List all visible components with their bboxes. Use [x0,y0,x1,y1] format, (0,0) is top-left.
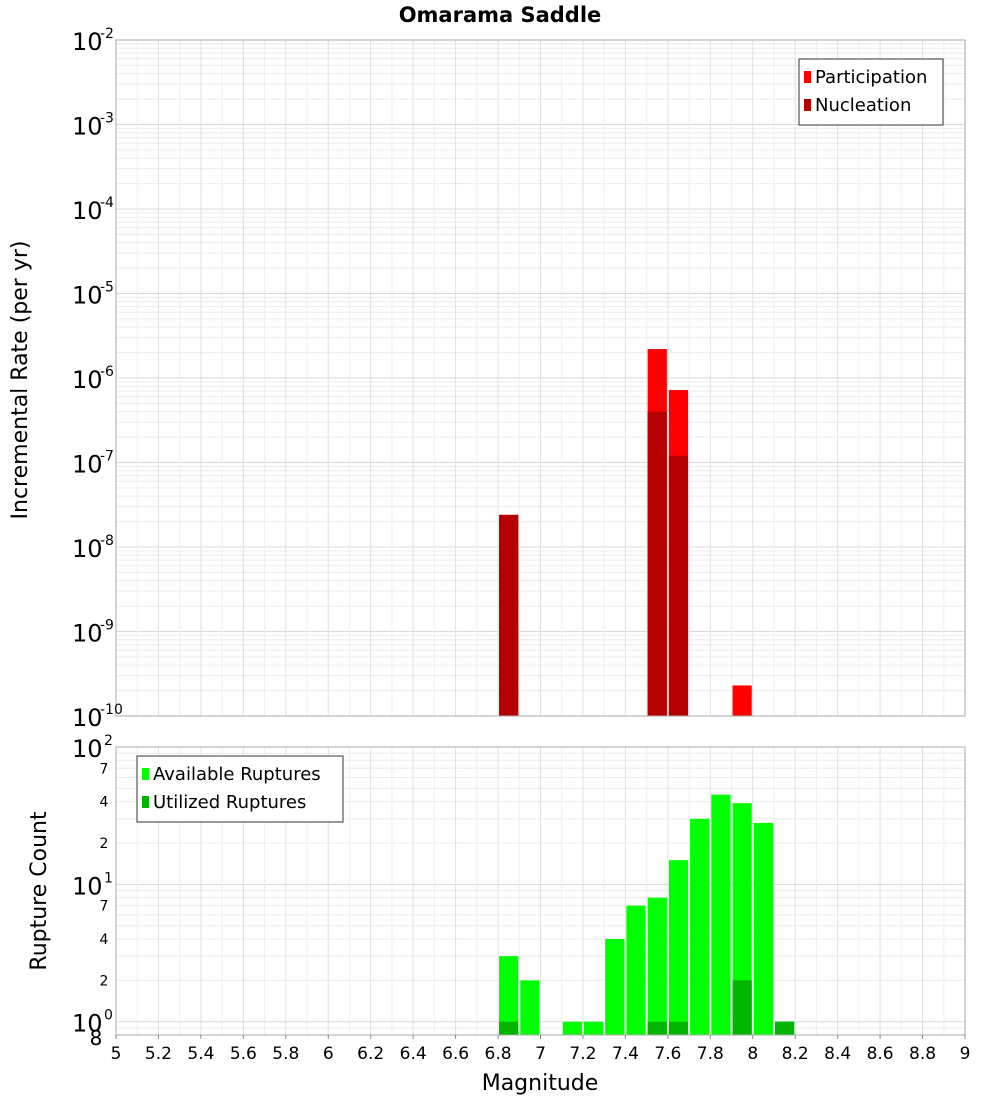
bar-available-ruptures [753,822,773,1035]
bar-available-ruptures [520,980,540,1035]
x-tick-label: 7.2 [569,1044,596,1064]
bar-available-ruptures [605,939,625,1035]
x-tick-label: 8.6 [867,1044,894,1064]
y-tick-exponent: 2 [104,733,113,749]
y-tick-label: 10 [72,735,103,763]
y-tick-exponent: -4 [100,195,114,211]
bar-available-ruptures [647,897,667,1035]
top-y-axis-label: Incremental Rate (per yr) [8,241,33,520]
bar-participation [732,685,752,716]
y-tick-label: 10 [72,620,103,648]
legend-swatch [142,796,149,808]
bar-utilized-ruptures [668,1021,689,1035]
chart-title: Omarama Saddle [399,3,602,27]
bar-utilized-ruptures [647,1021,667,1035]
legend-swatch [804,71,811,83]
y-minor-tick-label: 7 [100,761,109,777]
legend-swatch [804,99,811,111]
x-tick-label: 9 [960,1044,971,1064]
bar-utilized-ruptures [499,1021,519,1035]
y-tick-label: 10 [72,113,103,141]
bar-available-ruptures [583,1021,604,1035]
y-minor-tick-label: 4 [100,932,109,948]
bar-available-ruptures [626,905,646,1035]
x-tick-label: 5 [111,1044,122,1064]
legend-label: Utilized Ruptures [153,792,306,813]
y-tick-label: 10 [72,197,103,225]
x-tick-label: 7.6 [654,1044,681,1064]
top-legend: Participation Nucleation [798,58,944,126]
y-minor-tick-label: 2 [100,973,109,989]
y-tick-label: 10 [72,366,103,394]
y-tick-label: 10 [72,451,103,479]
x-tick-label: 5.8 [272,1044,299,1064]
x-tick-label: 6 [323,1044,334,1064]
y-tick-exponent: -7 [100,449,114,465]
bar-utilized-ruptures [774,1021,795,1035]
top-bars [499,349,752,716]
y-tick-exponent: -3 [100,111,114,127]
bar-available-ruptures [668,860,689,1035]
bar-nucleation [499,514,519,716]
y-tick-exponent: -2 [100,26,114,42]
bottom-y-axis-label: Rupture Count [27,811,52,971]
y-tick-label: 10 [72,872,103,900]
top-grid [115,39,966,717]
legend-box [798,58,944,126]
x-tick-label: 6.8 [485,1044,512,1064]
legend-label: Available Ruptures [153,764,321,785]
legend-swatch [142,768,149,780]
top-y-ticks: 10-210-310-410-510-610-710-810-910-10 [72,26,123,732]
x-tick-label: 5.2 [145,1044,172,1064]
x-tick-label: 6.4 [400,1044,427,1064]
y-tick-exponent: -9 [100,618,114,634]
bar-available-ruptures [711,794,731,1035]
bar-nucleation [647,411,667,716]
bar-available-ruptures [562,1021,582,1035]
x-axis-label: Magnitude [482,1071,599,1096]
bar-utilized-ruptures [732,980,752,1035]
bottom-legend: Available Ruptures Utilized Ruptures [136,755,344,823]
y-tick-label: 10 [72,28,103,56]
x-tick-label: 7 [535,1044,546,1064]
y-tick-label: 10 [72,704,103,732]
bar-nucleation [668,455,689,716]
y-tick-exponent: -6 [100,364,114,380]
y-tick-label: 10 [72,535,103,563]
x-tick-label: 8 [747,1044,758,1064]
y-tick-exponent: 0 [104,1008,113,1024]
y-minor-tick-label: 7 [100,899,109,915]
x-tick-label: 8.4 [824,1044,851,1064]
y-minor-tick-label: 4 [100,795,109,811]
bar-available-ruptures [499,956,519,1035]
y-tick-exponent: -8 [100,533,114,549]
top-plot-frame [115,39,966,717]
y-tick-label: 10 [72,282,103,310]
bar-available-ruptures [732,803,752,1035]
y-tick-exponent: -5 [100,280,114,296]
x-tick-label: 7.8 [697,1044,724,1064]
y-minor-tick-label: 2 [100,836,109,852]
x-tick-label: 6.6 [442,1044,469,1064]
bar-available-ruptures [690,818,710,1035]
y-tick-label: 10 [72,1010,103,1038]
x-tick-label: 7.4 [612,1044,639,1064]
legend-label: Participation [815,67,927,88]
y-tick-exponent: -10 [100,702,123,718]
x-tick-label: 6.2 [357,1044,384,1064]
x-tick-label: 5.4 [187,1044,214,1064]
legend-box [136,755,344,823]
x-tick-label: 5.6 [230,1044,257,1064]
bottom-bars [499,794,795,1035]
x-ticks: 5 5.2 5.4 5.6 5.8 6 6.2 6.4 6.6 6.8 7 7.2 7.4 7.6 7.8 8… [111,1035,971,1064]
y-tick-exponent: 1 [104,870,113,886]
y-minor-tick-label: 8 [90,1026,103,1050]
legend-label: Nucleation [815,95,911,116]
x-tick-label: 8.2 [782,1044,809,1064]
x-tick-label: 8.8 [909,1044,936,1064]
